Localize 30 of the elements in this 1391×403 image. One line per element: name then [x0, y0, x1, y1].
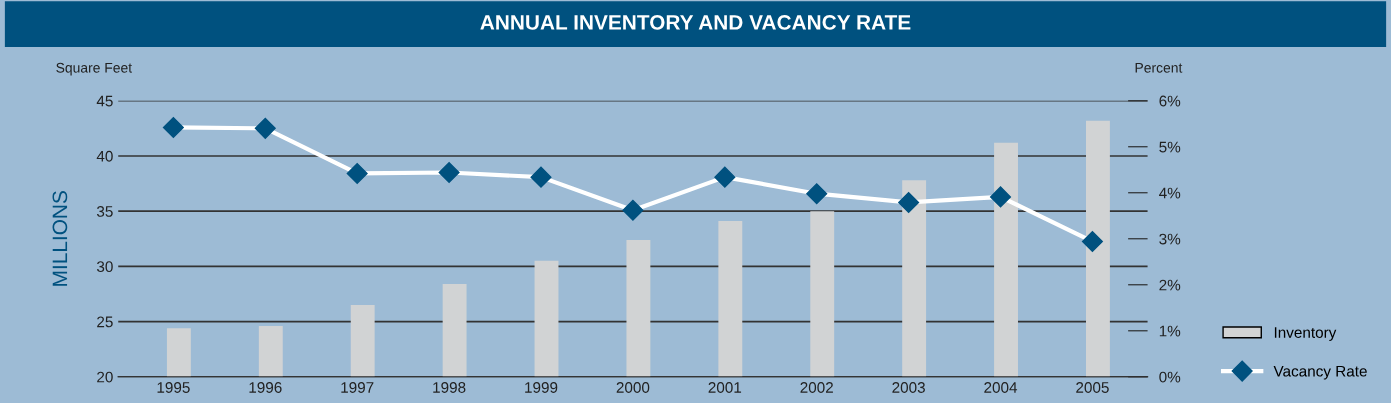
x-tick-label: 1998 [433, 382, 466, 393]
y-tick-label: 45 [96, 95, 113, 107]
x-tick-label: 2001 [708, 382, 742, 393]
y2-tick-label: 3% [1159, 233, 1181, 245]
x-tick-label: 2000 [616, 382, 650, 393]
x-tick-label: 1995 [157, 382, 190, 393]
y-tick-label: 25 [97, 316, 113, 328]
y2-tick-label: 4% [1159, 187, 1181, 199]
y2-tick-label: 5% [1159, 141, 1181, 153]
y-tick-label: 20 [97, 371, 113, 383]
y2-tick-label: 0% [1159, 371, 1181, 383]
x-tick-label: 1996 [249, 382, 282, 393]
y2-tick-label: 2% [1159, 279, 1181, 291]
legend-label: Inventory [1274, 327, 1337, 341]
y-axis-title: MILLIONS [52, 191, 68, 286]
x-tick-label: 1997 [341, 382, 374, 393]
x-tick-label: 2005 [1076, 382, 1109, 393]
text: Percent [1135, 62, 1183, 73]
y-tick-label: 40 [96, 150, 113, 162]
text: Square Feet [56, 62, 132, 76]
y2-tick-label: 1% [1159, 325, 1181, 337]
x-tick-label: 2003 [892, 382, 925, 393]
legend-label: Vacancy Rate [1273, 365, 1367, 380]
x-tick-label: 1999 [525, 382, 558, 393]
x-tick-label: 2004 [984, 382, 1018, 393]
x-tick-label: 2002 [800, 382, 833, 393]
y-tick-label: 30 [96, 261, 113, 273]
y-tick-label: 35 [96, 206, 113, 217]
chart-title: ANNUAL INVENTORY AND VACANCY RATE [480, 15, 911, 30]
y2-tick-label: 6% [1159, 95, 1181, 107]
